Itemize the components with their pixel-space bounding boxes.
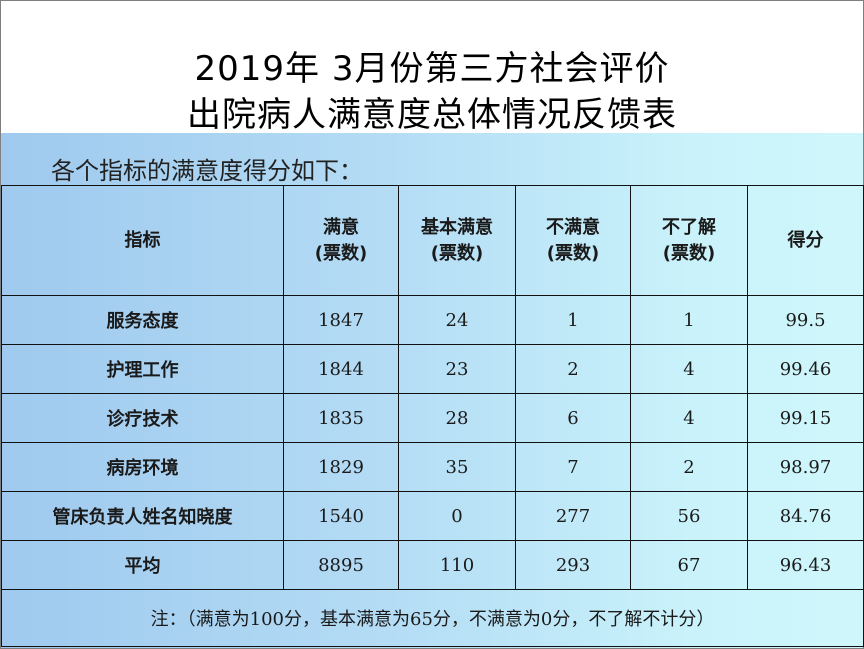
header-unknown: 不了解 (票数) [630,185,748,296]
header-sublabel: (票数) [430,242,484,264]
cell-unsatisfied: 293 [515,540,631,590]
header-label: 满意 [323,216,359,238]
table-row: 诊疗技术 1835 28 6 4 99.15 [1,393,864,443]
cell-unsatisfied: 6 [515,393,631,443]
cell-unknown: 1 [630,295,748,345]
row-indicator: 护理工作 [1,344,284,394]
cell-unknown: 56 [630,491,748,541]
table-row-average: 平均 8895 110 293 67 96.43 [1,540,864,590]
table-note-row: 注：（满意为100分，基本满意为65分，不满意为0分，不了解不计分） [1,589,864,647]
header-sublabel: (票数) [662,242,716,264]
cell-satisfied: 1847 [283,295,399,345]
cell-unsatisfied: 2 [515,344,631,394]
cell-unsatisfied: 1 [515,295,631,345]
table-header-row: 指标 满意 (票数) 基本满意 (票数) 不满意 (票数) 不了解 (票数) [1,185,864,296]
cell-score: 98.97 [747,442,864,492]
cell-basically-satisfied: 110 [398,540,516,590]
cell-basically-satisfied: 24 [398,295,516,345]
cell-basically-satisfied: 35 [398,442,516,492]
cell-basically-satisfied: 23 [398,344,516,394]
cell-score: 99.46 [747,344,864,394]
header-label: 基本满意 [421,216,493,238]
row-indicator: 病房环境 [1,442,284,492]
header-unsatisfied: 不满意 (票数) [515,185,631,296]
row-indicator: 管床负责人姓名知晓度 [1,491,284,541]
cell-score: 84.76 [747,491,864,541]
header-basically-satisfied: 基本满意 (票数) [398,185,516,296]
cell-unknown: 2 [630,442,748,492]
table-row: 管床负责人姓名知晓度 1540 0 277 56 84.76 [1,491,864,541]
cell-score: 96.43 [747,540,864,590]
page-title-line-1: 2019年 3月份第三方社会评价 [194,49,670,89]
content-panel: 各个指标的满意度得分如下： 指标 满意 (票数) 基本满意 [1,133,864,648]
row-indicator: 服务态度 [1,295,284,345]
row-indicator: 平均 [1,540,284,590]
cell-unknown: 67 [630,540,748,590]
cell-unsatisfied: 277 [515,491,631,541]
cell-score: 99.5 [747,295,864,345]
header-score: 得分 [747,185,864,296]
table-row: 护理工作 1844 23 2 4 99.46 [1,344,864,394]
cell-basically-satisfied: 28 [398,393,516,443]
cell-unsatisfied: 7 [515,442,631,492]
header-sublabel: (票数) [314,242,368,264]
cell-basically-satisfied: 0 [398,491,516,541]
header-label: 得分 [787,229,824,251]
section-subtitle: 各个指标的满意度得分如下： [51,157,363,185]
cell-unknown: 4 [630,344,748,394]
page-title-line-2: 出院病人满意度总体情况反馈表 [187,95,677,135]
header-label: 指标 [124,229,161,251]
cell-satisfied: 1835 [283,393,399,443]
cell-satisfied: 1540 [283,491,399,541]
cell-satisfied: 1829 [283,442,399,492]
header-satisfied: 满意 (票数) [283,185,399,296]
header-sublabel: (票数) [546,242,600,264]
header-label: 不了解 [662,216,716,238]
table-row: 病房环境 1829 35 7 2 98.97 [1,442,864,492]
header-indicator: 指标 [1,185,284,296]
table-row: 服务态度 1847 24 1 1 99.5 [1,295,864,345]
row-indicator: 诊疗技术 [1,393,284,443]
cell-satisfied: 8895 [283,540,399,590]
title-area: 2019年 3月份第三方社会评价 出院病人满意度总体情况反馈表 [1,1,863,135]
cell-unknown: 4 [630,393,748,443]
header-label: 不满意 [546,216,600,238]
cell-score: 99.15 [747,393,864,443]
cell-satisfied: 1844 [283,344,399,394]
satisfaction-table: 指标 满意 (票数) 基本满意 (票数) 不满意 (票数) 不了解 (票数) [1,185,864,647]
scoring-note: 注：（满意为100分，基本满意为65分，不满意为0分，不了解不计分） [1,589,864,647]
